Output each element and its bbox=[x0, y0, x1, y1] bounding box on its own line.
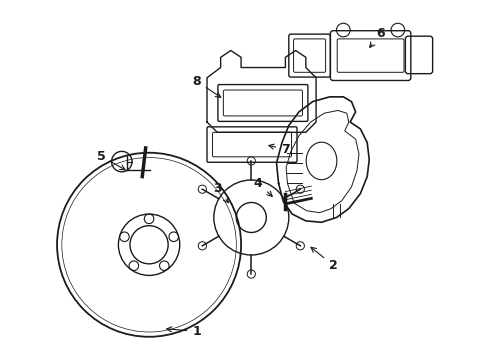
Text: 3: 3 bbox=[212, 182, 228, 203]
Text: 6: 6 bbox=[369, 27, 385, 48]
Text: 5: 5 bbox=[97, 150, 125, 170]
Circle shape bbox=[296, 185, 304, 193]
Text: 8: 8 bbox=[192, 75, 220, 97]
Text: 2: 2 bbox=[310, 247, 337, 272]
Circle shape bbox=[198, 185, 206, 193]
Text: 1: 1 bbox=[166, 325, 201, 338]
Circle shape bbox=[247, 270, 255, 278]
Text: 4: 4 bbox=[253, 177, 272, 196]
Circle shape bbox=[247, 157, 255, 165]
Circle shape bbox=[198, 242, 206, 250]
Text: 7: 7 bbox=[268, 143, 289, 156]
Circle shape bbox=[296, 242, 304, 250]
